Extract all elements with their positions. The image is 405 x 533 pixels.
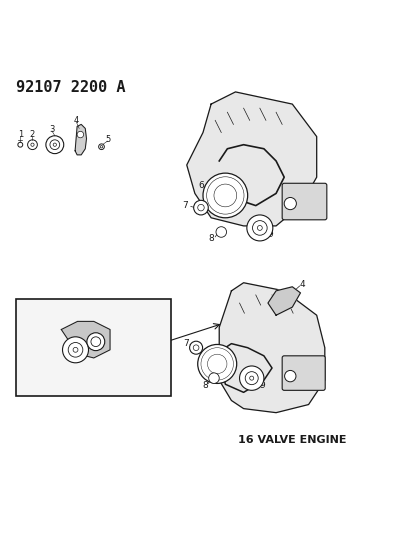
Text: 2: 2	[30, 130, 35, 139]
Circle shape	[87, 333, 104, 351]
Circle shape	[193, 200, 208, 215]
Text: 6: 6	[198, 181, 203, 190]
Text: 4: 4	[74, 116, 79, 125]
Circle shape	[28, 140, 37, 150]
Circle shape	[284, 198, 296, 209]
Text: 9: 9	[266, 230, 272, 239]
Circle shape	[217, 188, 232, 203]
FancyBboxPatch shape	[281, 356, 324, 390]
Text: 8: 8	[202, 381, 207, 390]
Circle shape	[50, 140, 60, 150]
Circle shape	[46, 136, 64, 154]
Circle shape	[257, 225, 262, 230]
Circle shape	[200, 348, 233, 380]
Circle shape	[210, 375, 217, 382]
Circle shape	[246, 215, 272, 241]
Polygon shape	[75, 124, 86, 155]
Circle shape	[239, 366, 263, 390]
Circle shape	[207, 354, 226, 374]
Text: 92107 2200 A: 92107 2200 A	[16, 80, 126, 95]
Text: 7: 7	[183, 339, 188, 348]
Text: 5: 5	[105, 135, 110, 144]
Circle shape	[222, 193, 227, 198]
Circle shape	[215, 227, 226, 237]
Circle shape	[100, 146, 102, 148]
Circle shape	[208, 373, 219, 383]
Circle shape	[211, 358, 223, 370]
Circle shape	[189, 341, 202, 354]
Polygon shape	[61, 321, 110, 358]
Circle shape	[91, 337, 100, 346]
Polygon shape	[267, 287, 300, 315]
Circle shape	[18, 142, 23, 147]
Circle shape	[31, 143, 34, 147]
Circle shape	[206, 177, 243, 214]
Circle shape	[284, 370, 295, 382]
Text: 10: 10	[126, 386, 137, 395]
Circle shape	[193, 345, 198, 351]
Circle shape	[53, 143, 56, 147]
Bar	[16, 299, 170, 397]
Polygon shape	[219, 282, 324, 413]
Circle shape	[202, 173, 247, 218]
Text: 8: 8	[208, 233, 213, 243]
Circle shape	[245, 372, 258, 385]
Circle shape	[68, 343, 83, 357]
Text: 9: 9	[259, 381, 265, 390]
Circle shape	[252, 221, 266, 235]
Circle shape	[197, 204, 204, 211]
Circle shape	[217, 229, 224, 235]
Circle shape	[213, 184, 236, 207]
Circle shape	[62, 337, 88, 363]
Polygon shape	[186, 92, 316, 226]
Text: 3: 3	[49, 125, 55, 134]
Circle shape	[215, 362, 219, 366]
Circle shape	[197, 344, 236, 383]
Text: 7: 7	[181, 201, 187, 210]
Text: 16 VALVE ENGINE: 16 VALVE ENGINE	[237, 435, 346, 445]
Text: 6: 6	[199, 352, 205, 361]
Text: 4: 4	[299, 280, 305, 289]
Circle shape	[204, 351, 230, 377]
Circle shape	[249, 376, 253, 380]
Circle shape	[77, 131, 83, 138]
Circle shape	[209, 180, 240, 211]
Circle shape	[73, 348, 78, 352]
FancyBboxPatch shape	[281, 183, 326, 220]
Circle shape	[98, 144, 104, 150]
Text: 1: 1	[18, 130, 23, 139]
